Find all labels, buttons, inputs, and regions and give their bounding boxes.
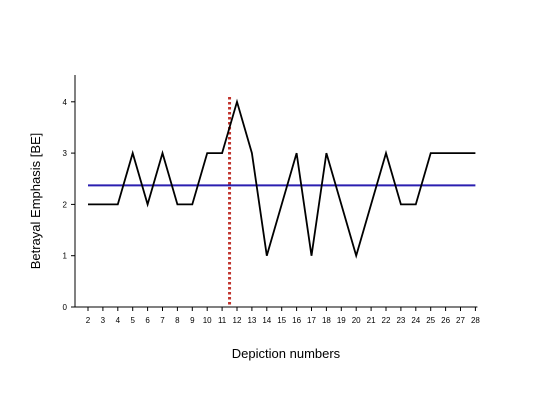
x-tick-label: 4 bbox=[116, 316, 121, 325]
x-tick-label: 16 bbox=[292, 316, 301, 325]
x-tick-label: 19 bbox=[337, 316, 346, 325]
x-tick-label: 8 bbox=[175, 316, 180, 325]
x-tick-label: 14 bbox=[262, 316, 271, 325]
x-tick-label: 22 bbox=[382, 316, 391, 325]
x-tick-label: 3 bbox=[101, 316, 106, 325]
x-tick-label: 20 bbox=[352, 316, 361, 325]
x-tick-label: 17 bbox=[307, 316, 316, 325]
y-tick-label: 3 bbox=[63, 149, 68, 158]
y-tick-label: 4 bbox=[63, 98, 68, 107]
x-axis-label: Depiction numbers bbox=[232, 346, 341, 361]
x-tick-label: 25 bbox=[426, 316, 435, 325]
x-tick-label: 10 bbox=[203, 316, 212, 325]
y-tick-label: 0 bbox=[63, 303, 68, 312]
y-axis-label: Betrayal Emphasis [BE] bbox=[28, 133, 43, 270]
y-tick-label: 1 bbox=[63, 252, 68, 261]
x-tick-label: 9 bbox=[190, 316, 195, 325]
x-tick-label: 5 bbox=[130, 316, 135, 325]
x-tick-label: 18 bbox=[322, 316, 331, 325]
x-tick-label: 27 bbox=[456, 316, 465, 325]
x-tick-label: 13 bbox=[247, 316, 256, 325]
x-tick-label: 23 bbox=[396, 316, 405, 325]
x-tick-label: 26 bbox=[441, 316, 450, 325]
x-tick-label: 7 bbox=[160, 316, 165, 325]
x-tick-label: 28 bbox=[471, 316, 480, 325]
x-tick-label: 2 bbox=[86, 316, 91, 325]
x-tick-label: 21 bbox=[367, 316, 376, 325]
x-tick-label: 12 bbox=[233, 316, 242, 325]
x-tick-label: 15 bbox=[277, 316, 286, 325]
x-tick-label: 11 bbox=[218, 316, 227, 325]
x-tick-label: 6 bbox=[145, 316, 150, 325]
y-tick-label: 2 bbox=[63, 200, 68, 209]
series-line bbox=[88, 98, 476, 259]
x-tick-label: 24 bbox=[411, 316, 420, 325]
